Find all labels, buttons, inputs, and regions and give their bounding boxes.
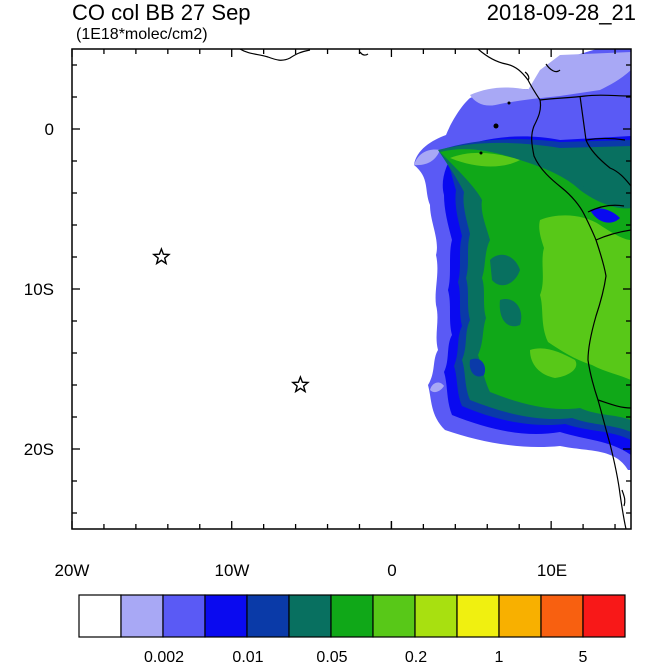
lon-label-10w: 10W [214,561,250,580]
island-dot [493,123,499,129]
colorbar-label: 0.05 [316,649,348,666]
datetime-label: 2018-09-28_21 [486,0,636,25]
plume-lightgreen [539,215,631,380]
colorbar-label: 0.01 [232,649,264,666]
plume-lightgreen [450,152,520,167]
star-marker [151,247,171,266]
units-label: (1E18*molec/cm2) [76,26,208,43]
colorbar-swatch [204,594,248,638]
colorbar-swatch [120,594,164,638]
colorbar-label: 5 [578,649,588,666]
colorbar-label: 1 [494,649,504,666]
colorbar-label: 0.002 [143,649,185,666]
colorbar-label: 0.2 [404,649,428,666]
colorbar-swatch [372,594,416,638]
colorbar-swatch [162,594,206,638]
plume-teal [499,299,522,327]
lon-label-20w: 20W [54,561,90,580]
coastline [239,49,631,529]
colorbar-swatch [540,594,584,638]
colorbar-swatch [498,594,542,638]
plume-light [430,382,444,393]
colorbar-swatch [414,594,458,638]
co-concentration-field [414,49,631,470]
colorbar-swatch [246,594,290,638]
axis-ticks [71,49,631,529]
colorbar-swatch [330,594,374,638]
lon-label-10e: 10E [536,561,568,580]
island-dot [479,151,483,155]
plume-teal [490,254,520,286]
plume-light [470,52,631,106]
plume-darkblue [469,358,486,377]
star-markers [151,247,310,394]
colorbar-swatch [582,594,626,638]
plume-light [414,149,440,166]
plume-lightgreen [530,348,577,378]
colorbar-swatch [78,594,122,638]
colorbar-swatch [288,594,332,638]
plume-blue [590,208,620,223]
star-marker [290,375,310,394]
island-dot [507,101,511,105]
lat-label-10s: 10S [23,280,54,299]
lat-label-0: 0 [44,120,54,139]
lat-label-20s: 20S [23,440,54,459]
colorbar [78,594,626,638]
lon-label-0: 0 [387,561,397,580]
colorbar-swatch [456,594,500,638]
map-title: CO col BB 27 Sep [72,0,251,25]
